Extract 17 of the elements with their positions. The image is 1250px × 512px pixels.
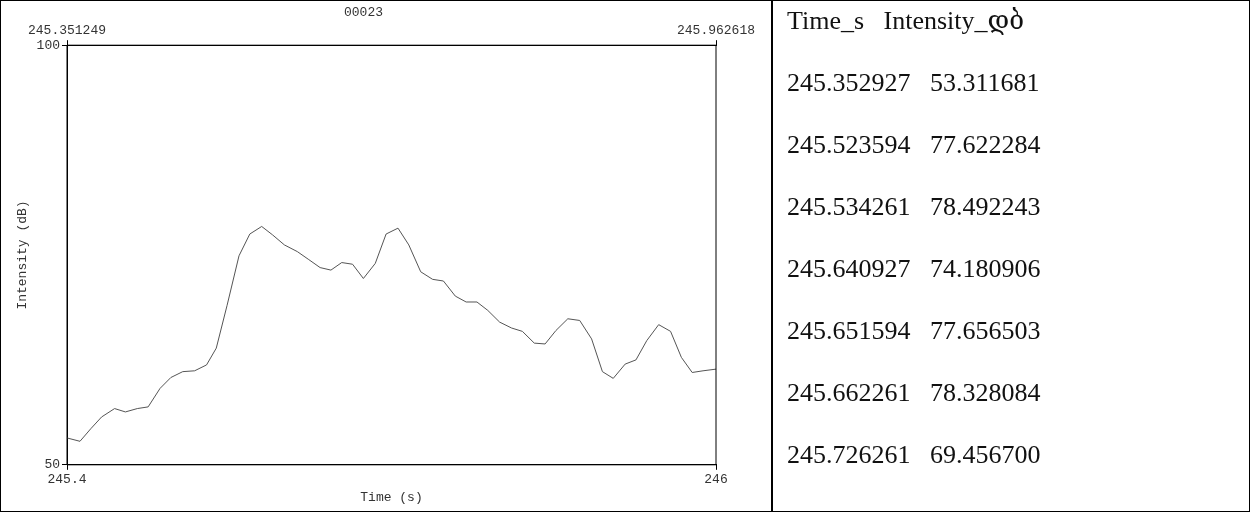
x2-tick-label: 245.962618 bbox=[676, 22, 756, 38]
text: 245.726261 69.456700 bbox=[787, 439, 1041, 471]
chart-title: 00023 bbox=[343, 5, 384, 21]
text: 245.534261 78.492243 bbox=[787, 191, 1041, 223]
text: 245.523594 77.622284 bbox=[787, 129, 1041, 161]
x-tick-label: 246 bbox=[704, 472, 728, 488]
y-tick-label: 50 bbox=[44, 457, 60, 473]
x2-tick-label: 245.351249 bbox=[28, 22, 107, 38]
x-tick-label: 245.4 bbox=[47, 472, 87, 488]
text: 245.640927 74.180906 bbox=[787, 253, 1041, 285]
x-axis-title: Time (s) bbox=[360, 489, 423, 505]
text: 245.662261 78.328084 bbox=[787, 377, 1041, 409]
y-axis-title: Intensity (dB) bbox=[15, 200, 31, 310]
text: Time_s Intensity_დბ bbox=[787, 5, 1026, 37]
text: 245.651594 77.656503 bbox=[787, 315, 1041, 347]
y-tick-label: 100 bbox=[36, 37, 60, 53]
text: 245.352927 53.311681 bbox=[787, 67, 1041, 99]
